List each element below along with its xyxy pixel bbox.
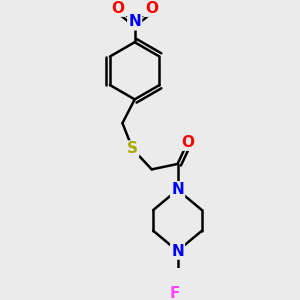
Text: F: F <box>169 286 180 300</box>
Text: O: O <box>181 135 194 150</box>
Text: N: N <box>171 182 184 197</box>
Text: O: O <box>145 1 158 16</box>
Text: N: N <box>171 244 184 259</box>
Text: N: N <box>128 14 141 29</box>
Text: S: S <box>127 142 138 157</box>
Text: O: O <box>111 1 124 16</box>
Text: N: N <box>171 182 184 197</box>
